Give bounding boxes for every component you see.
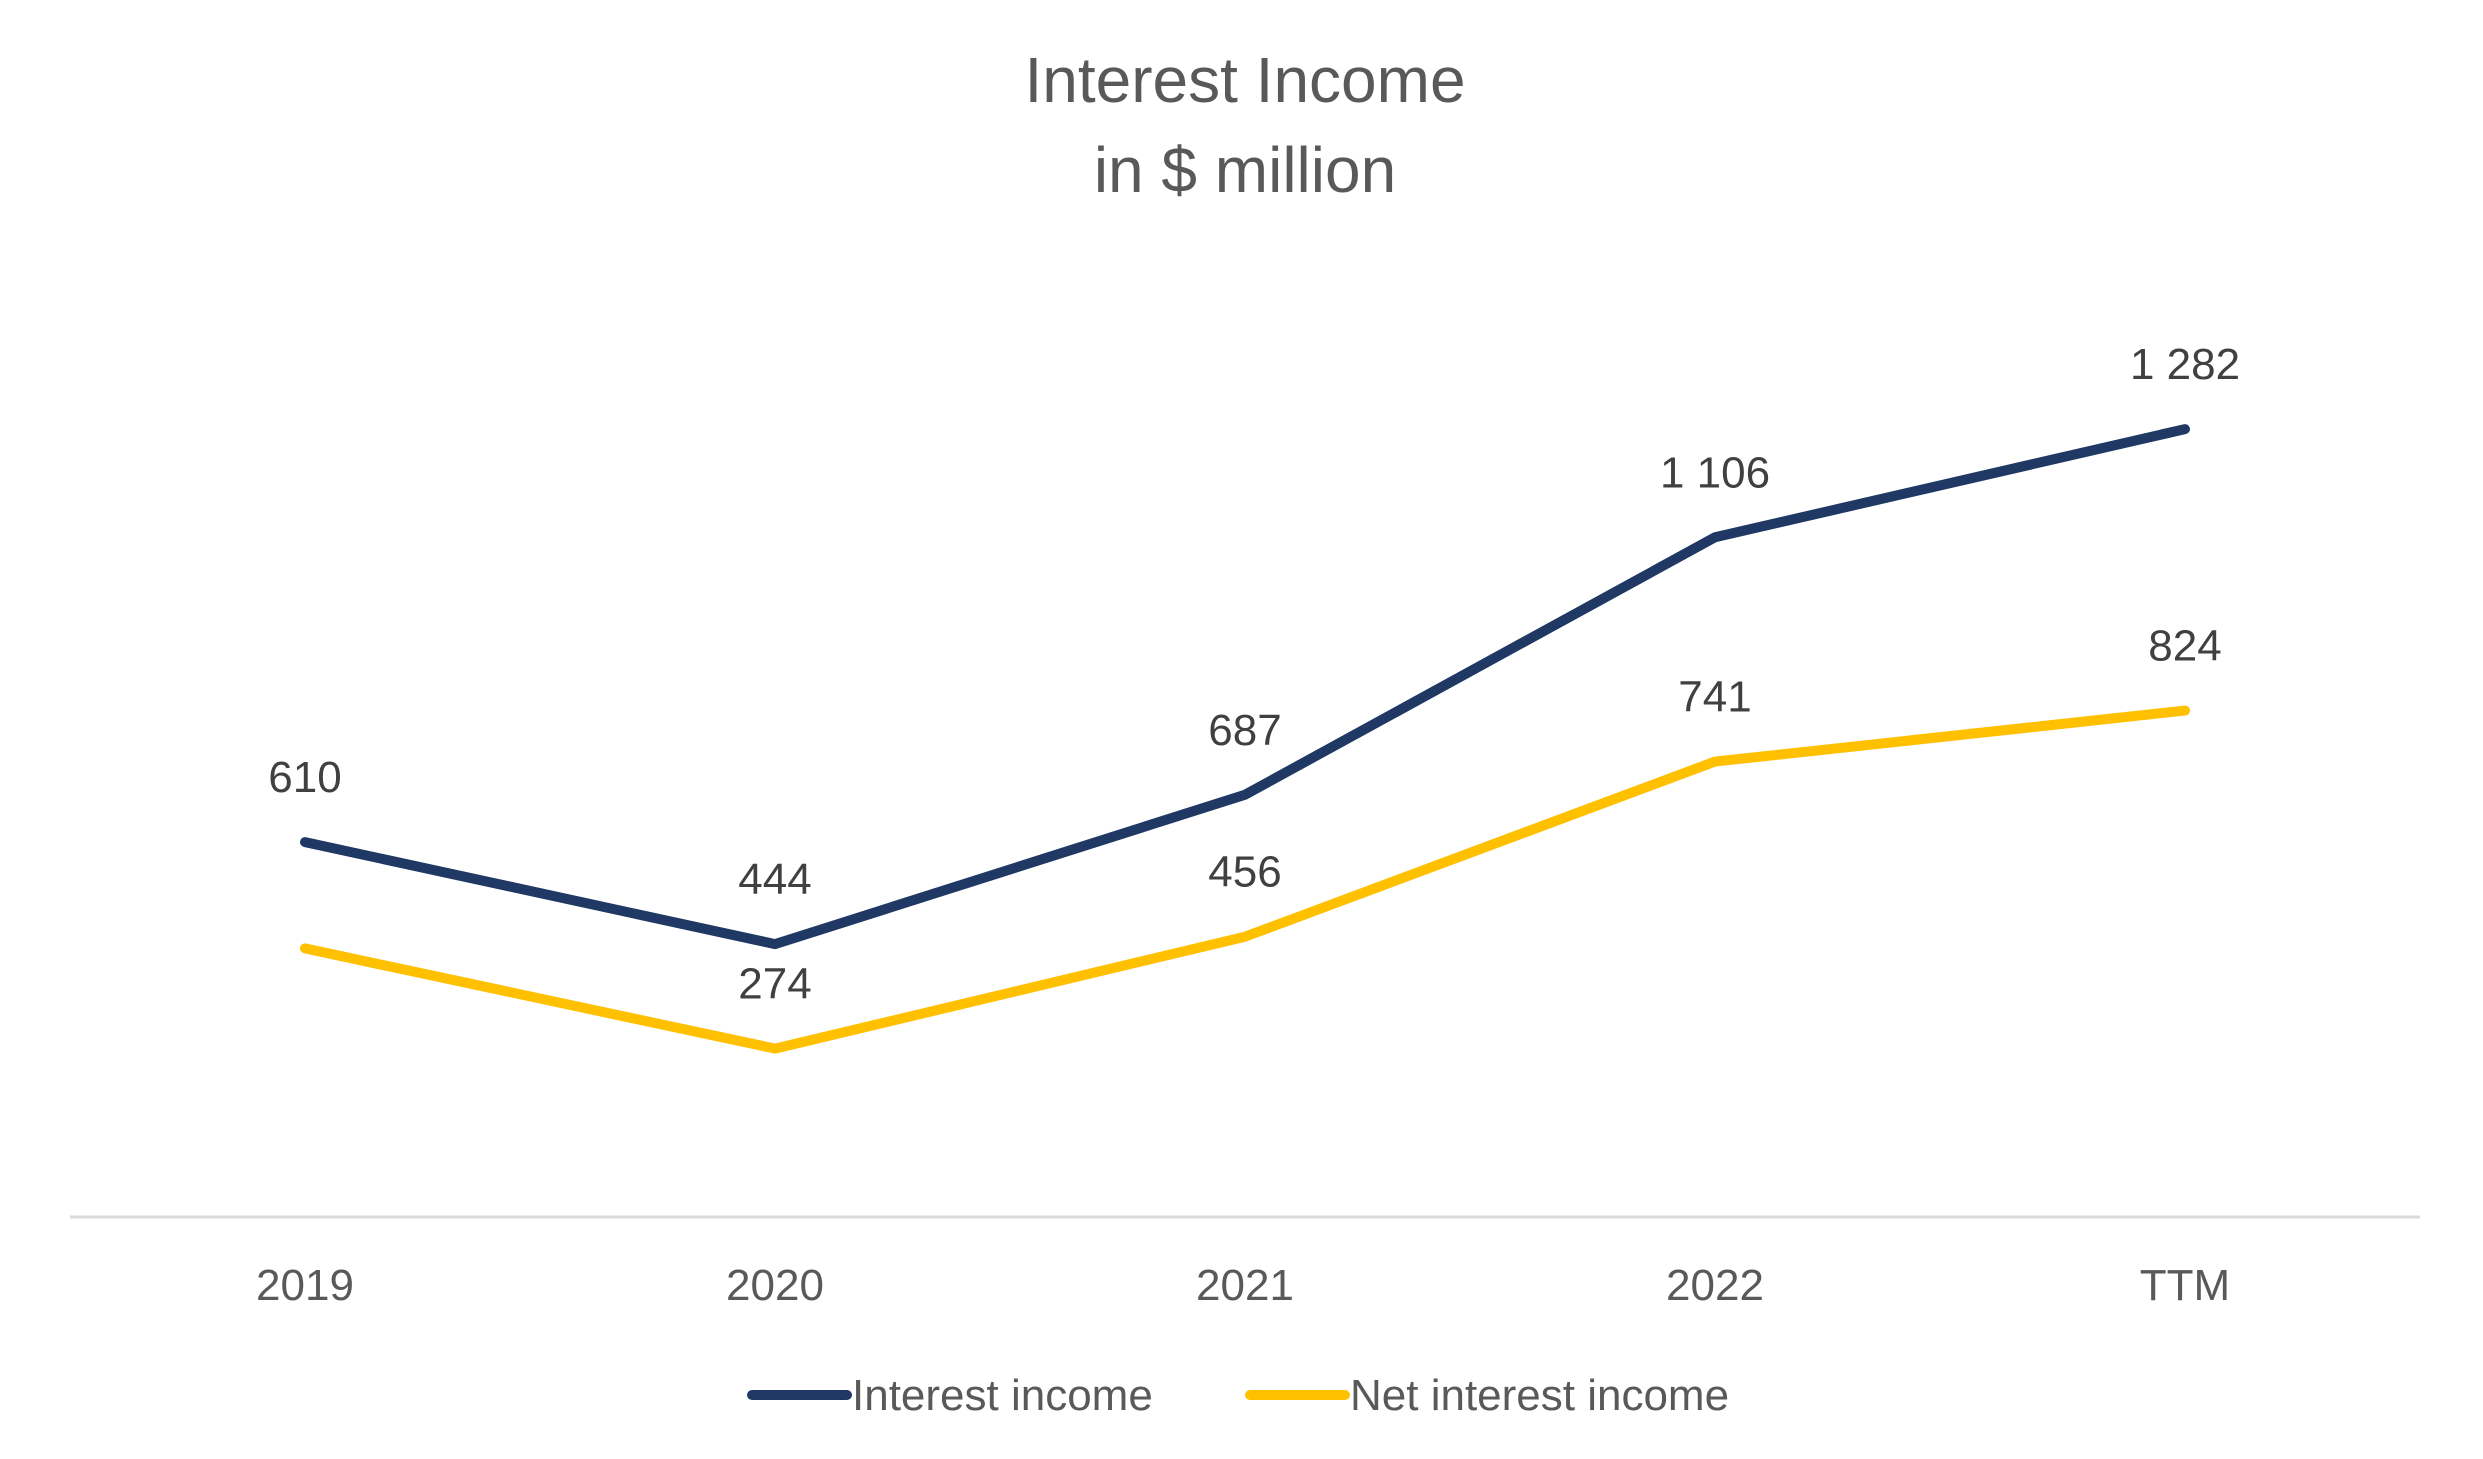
data-label-net-interest-income-ttm: 824: [2148, 622, 2221, 671]
series-line-interest-income: [300, 424, 2190, 950]
series-line-net-interest-income: [300, 705, 2190, 1054]
x-tick-label-2021: 2021: [1196, 1261, 1294, 1310]
data-label-net-interest-income-2021: 456: [1208, 848, 1281, 897]
x-tick-label-2020: 2020: [726, 1261, 824, 1310]
data-label-net-interest-income-2020: 274: [738, 960, 811, 1009]
x-tick-label-ttm: TTM: [2140, 1261, 2230, 1310]
chart-subtitle: in $ million: [1094, 134, 1396, 206]
x-tick-label-2019: 2019: [256, 1261, 354, 1310]
data-label-interest-income-2022: 1 106: [1660, 448, 1770, 497]
data-label-interest-income-2020: 444: [738, 855, 811, 904]
chart-title: Interest Income: [1024, 44, 1465, 116]
data-label-interest-income-2019: 610: [268, 753, 341, 802]
x-tick-label-2022: 2022: [1666, 1261, 1764, 1310]
data-label-interest-income-2021: 687: [1208, 706, 1281, 755]
data-label-interest-income-ttm: 1 282: [2130, 340, 2240, 389]
legend-label-interest-income: Interest income: [852, 1371, 1153, 1420]
data-label-net-interest-income-2022: 741: [1678, 673, 1751, 722]
legend-label-net-interest-income: Net interest income: [1350, 1371, 1729, 1420]
